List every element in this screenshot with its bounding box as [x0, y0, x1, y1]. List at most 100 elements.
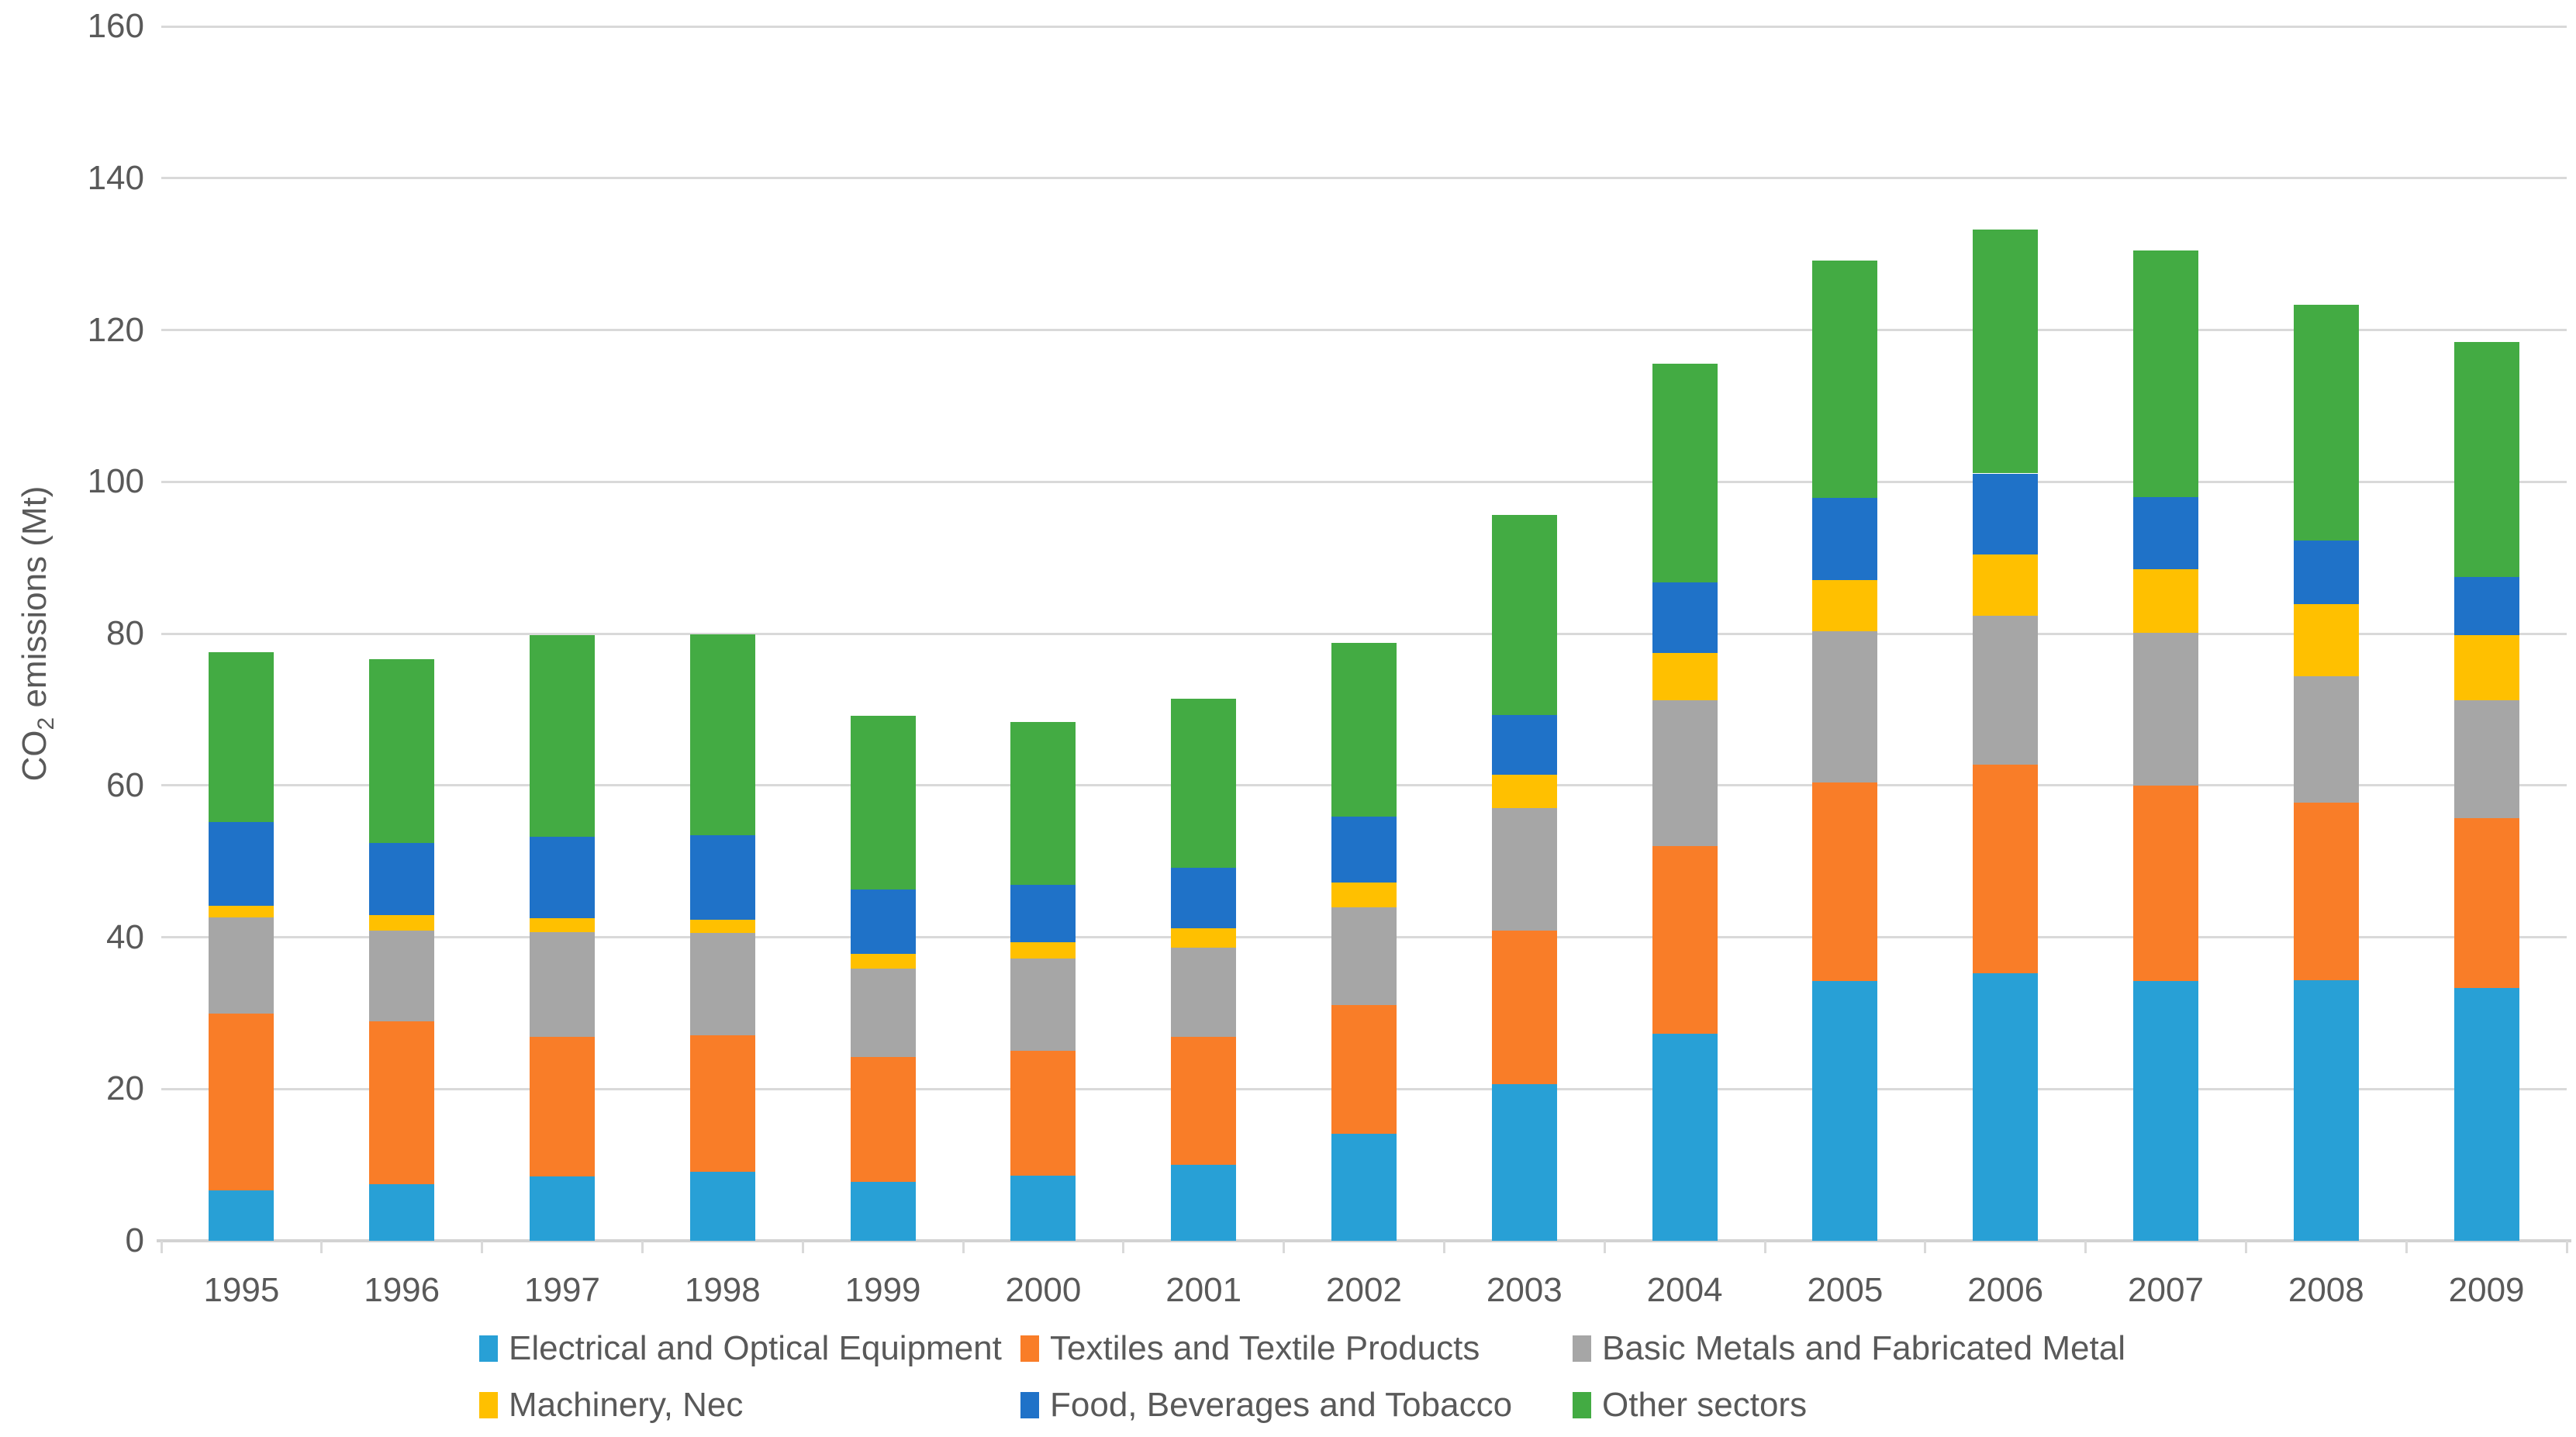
bar-segment [209, 821, 275, 907]
x-tick-label: 2005 [1807, 1271, 1884, 1309]
bar-segment [2133, 496, 2198, 569]
legend-item: Basic Metals and Fabricated Metal [1573, 1328, 2125, 1369]
x-axis-tick [1442, 1241, 1445, 1253]
bar-segment [369, 659, 435, 844]
bar-segment [1010, 1175, 1076, 1241]
bar-segment [689, 932, 755, 1035]
bar-segment [1812, 782, 1878, 982]
x-axis-tick [801, 1241, 804, 1253]
bar-segment [1652, 846, 1718, 1034]
bar-segment [369, 915, 435, 931]
x-axis-tick [641, 1241, 644, 1253]
bar-segment [2453, 634, 2519, 701]
bar-segment [209, 906, 275, 918]
bar-segment [1491, 930, 1557, 1085]
legend-swatch-icon [1020, 1335, 1039, 1362]
y-axis-title-suffix: emissions (Mt) [16, 485, 54, 717]
x-axis-tick [1763, 1241, 1766, 1253]
x-tick-label: 2001 [1165, 1271, 1242, 1309]
bar-segment [850, 889, 916, 955]
legend-swatch-icon [479, 1335, 498, 1362]
bar-segment [1331, 907, 1397, 1005]
bar-segment [1652, 1033, 1718, 1241]
x-tick-label: 2004 [1646, 1271, 1723, 1309]
bar-segment [2453, 700, 2519, 818]
grid-line [161, 177, 2567, 180]
bar-segment [1812, 261, 1878, 498]
bar-segment [1812, 579, 1878, 632]
bar-segment [2453, 576, 2519, 635]
bar-segment [689, 920, 755, 933]
bar-segment [1010, 884, 1076, 943]
y-tick-label: 120 [87, 310, 144, 349]
bar-segment [1973, 615, 2039, 765]
y-tick-label: 40 [106, 917, 144, 956]
bar-segment [1973, 973, 2039, 1241]
bar-segment [2453, 988, 2519, 1241]
x-tick-label: 2003 [1486, 1271, 1563, 1309]
bar-segment [530, 837, 595, 919]
bar-segment [2293, 540, 2359, 604]
bar-segment [369, 843, 435, 916]
x-tick-label: 1995 [203, 1271, 280, 1309]
bar-segment [1491, 714, 1557, 775]
bar-segment [1171, 1036, 1237, 1166]
bar-segment [1973, 554, 2039, 616]
legend-item: Textiles and Textile Products [1020, 1328, 1480, 1369]
x-tick-label: 1996 [364, 1271, 440, 1309]
x-axis-tick [962, 1241, 965, 1253]
grid-line [161, 480, 2567, 483]
x-tick-label: 2000 [1005, 1271, 1082, 1309]
bar-segment [530, 1036, 595, 1176]
bar-segment [209, 1190, 275, 1241]
bar-segment [209, 651, 275, 822]
y-tick-label: 60 [106, 765, 144, 804]
legend-item: Electrical and Optical Equipment [479, 1328, 1002, 1369]
legend-label: Machinery, Nec [509, 1386, 744, 1424]
bar-segment [689, 1171, 755, 1241]
bar-segment [1973, 765, 2039, 974]
bar-segment [1812, 497, 1878, 580]
x-axis-tick [1122, 1241, 1125, 1253]
bar-segment [1331, 1134, 1397, 1241]
legend-label: Textiles and Textile Products [1050, 1329, 1480, 1367]
legend-swatch-icon [1020, 1392, 1039, 1418]
bar-segment [2293, 980, 2359, 1241]
bar-segment [1491, 515, 1557, 715]
bar-segment [1171, 868, 1237, 928]
y-tick-label: 0 [125, 1221, 144, 1259]
bar-segment [369, 930, 435, 1022]
bar-segment [2133, 250, 2198, 497]
x-axis-tick [2565, 1241, 2568, 1253]
bar-segment [1171, 927, 1237, 948]
x-axis-line [157, 1239, 2571, 1242]
bar-segment [1010, 958, 1076, 1052]
x-axis-tick [2405, 1241, 2408, 1253]
bar-segment [1331, 642, 1397, 817]
legend-swatch-icon [1573, 1335, 1591, 1362]
bar-segment [1973, 473, 2039, 555]
x-tick-label: 1998 [684, 1271, 761, 1309]
bar-segment [1812, 981, 1878, 1241]
x-axis-tick [320, 1241, 323, 1253]
bar-segment [369, 1183, 435, 1241]
bar-segment [850, 1057, 916, 1182]
bar-segment [2133, 568, 2198, 634]
bar-segment [2133, 785, 2198, 982]
bar-segment [530, 918, 595, 932]
bar-segment [2453, 342, 2519, 577]
legend-label: Other sectors [1602, 1386, 1808, 1424]
plot-area [157, 25, 2571, 1253]
legend-item: Machinery, Nec [479, 1385, 743, 1425]
bar-segment [850, 1181, 916, 1241]
bar-segment [1491, 808, 1557, 931]
legend-label: Electrical and Optical Equipment [509, 1329, 1002, 1367]
bar-segment [1652, 653, 1718, 701]
y-tick-label: 100 [87, 462, 144, 501]
bar-segment [1652, 582, 1718, 654]
bar-segment [369, 1021, 435, 1184]
bar-segment [850, 968, 916, 1058]
bar-segment [2293, 603, 2359, 676]
bar-segment [1973, 230, 2039, 474]
